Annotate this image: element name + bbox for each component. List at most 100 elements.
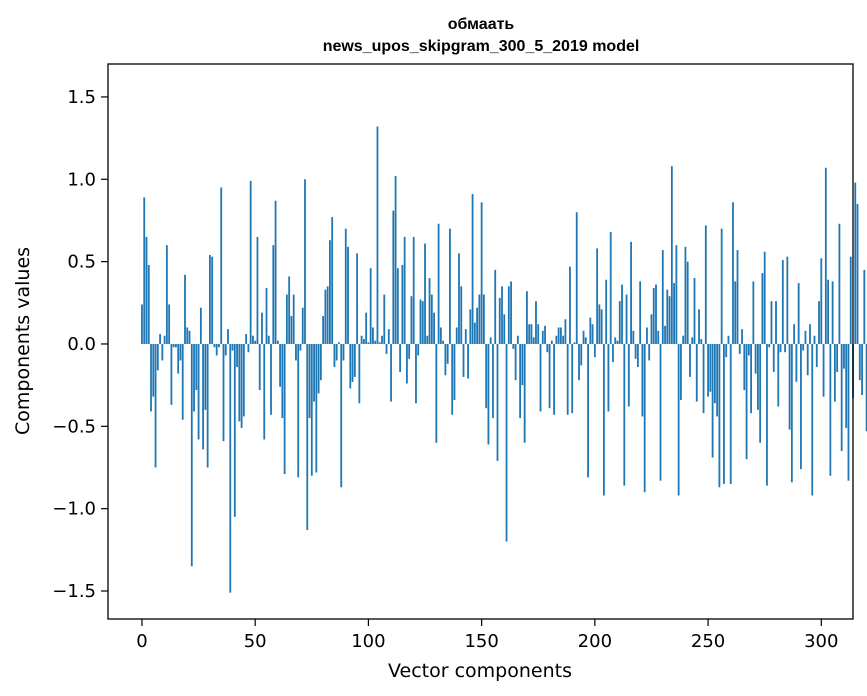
bar [763, 251, 766, 344]
bar [258, 343, 261, 391]
bar [279, 343, 281, 387]
bar [702, 343, 705, 414]
bar [344, 228, 347, 344]
bar [290, 315, 293, 344]
bar [636, 343, 639, 368]
bar [383, 294, 386, 344]
bar [340, 343, 343, 488]
bar [845, 343, 848, 428]
bar [657, 330, 660, 344]
bar [175, 343, 177, 348]
bar [546, 343, 549, 353]
bar [150, 343, 152, 412]
x-tick-label: 0 [136, 631, 147, 652]
bar [295, 343, 297, 361]
bar [548, 343, 551, 409]
bar [569, 266, 571, 344]
bar [469, 309, 472, 344]
bar [401, 264, 404, 344]
bar [582, 330, 585, 344]
bar [788, 343, 791, 430]
bar [754, 343, 757, 374]
bar [369, 268, 372, 344]
bar [263, 343, 266, 440]
bar [143, 197, 146, 344]
bar [856, 203, 859, 344]
bar [786, 256, 789, 344]
bar [555, 335, 558, 344]
bar [331, 217, 334, 344]
bar [686, 261, 689, 344]
bar [779, 343, 782, 353]
bar [220, 187, 223, 344]
bar [616, 340, 619, 344]
bar [843, 343, 845, 369]
bar [684, 246, 687, 344]
bar [790, 343, 793, 483]
bar [181, 343, 184, 420]
bar [589, 317, 592, 344]
bar [399, 343, 402, 372]
bar [632, 330, 635, 344]
bar [510, 281, 512, 344]
bar [213, 343, 216, 348]
bar [806, 343, 809, 376]
bar-series [141, 126, 867, 593]
bar [156, 343, 159, 371]
bar [573, 342, 576, 344]
bar [310, 343, 313, 476]
bar [301, 307, 304, 344]
bar [347, 246, 349, 344]
bar [593, 343, 596, 358]
bar [358, 343, 361, 404]
bar [725, 343, 728, 358]
bar [376, 126, 379, 344]
y-tick-label: 0.5 [67, 252, 96, 273]
bar [503, 314, 506, 344]
bar [530, 324, 533, 344]
bar [329, 240, 331, 344]
bar [453, 343, 456, 400]
bar [603, 343, 605, 496]
bar [252, 335, 254, 344]
bar [184, 274, 186, 344]
bar [736, 250, 739, 344]
bar [190, 343, 193, 567]
bar [498, 297, 501, 344]
bar [308, 343, 311, 419]
bar [256, 236, 259, 344]
bar [231, 343, 234, 351]
bar [249, 180, 252, 344]
bar [512, 343, 515, 349]
bar [559, 327, 562, 344]
bar [587, 343, 589, 478]
bar [478, 294, 481, 344]
bar [145, 236, 148, 344]
bar [390, 343, 392, 402]
bar [623, 343, 626, 486]
bar [605, 279, 608, 344]
bar [630, 241, 632, 344]
bar [417, 343, 420, 356]
bar [378, 342, 381, 344]
bar [439, 327, 442, 344]
bar [224, 343, 227, 356]
bar [634, 343, 637, 359]
bar [372, 327, 374, 344]
bar [838, 223, 841, 344]
bar [781, 259, 784, 344]
bar [426, 335, 429, 344]
bar [865, 343, 867, 432]
bar [818, 301, 820, 344]
bar [618, 301, 621, 344]
y-tick-label: −1.0 [52, 499, 96, 520]
bar [430, 294, 433, 344]
bar [675, 245, 678, 344]
bar [741, 329, 743, 344]
bar [820, 258, 823, 344]
bar [471, 194, 474, 344]
bar [802, 343, 805, 351]
bar [396, 268, 399, 344]
bar [387, 329, 390, 344]
bar [211, 256, 214, 344]
